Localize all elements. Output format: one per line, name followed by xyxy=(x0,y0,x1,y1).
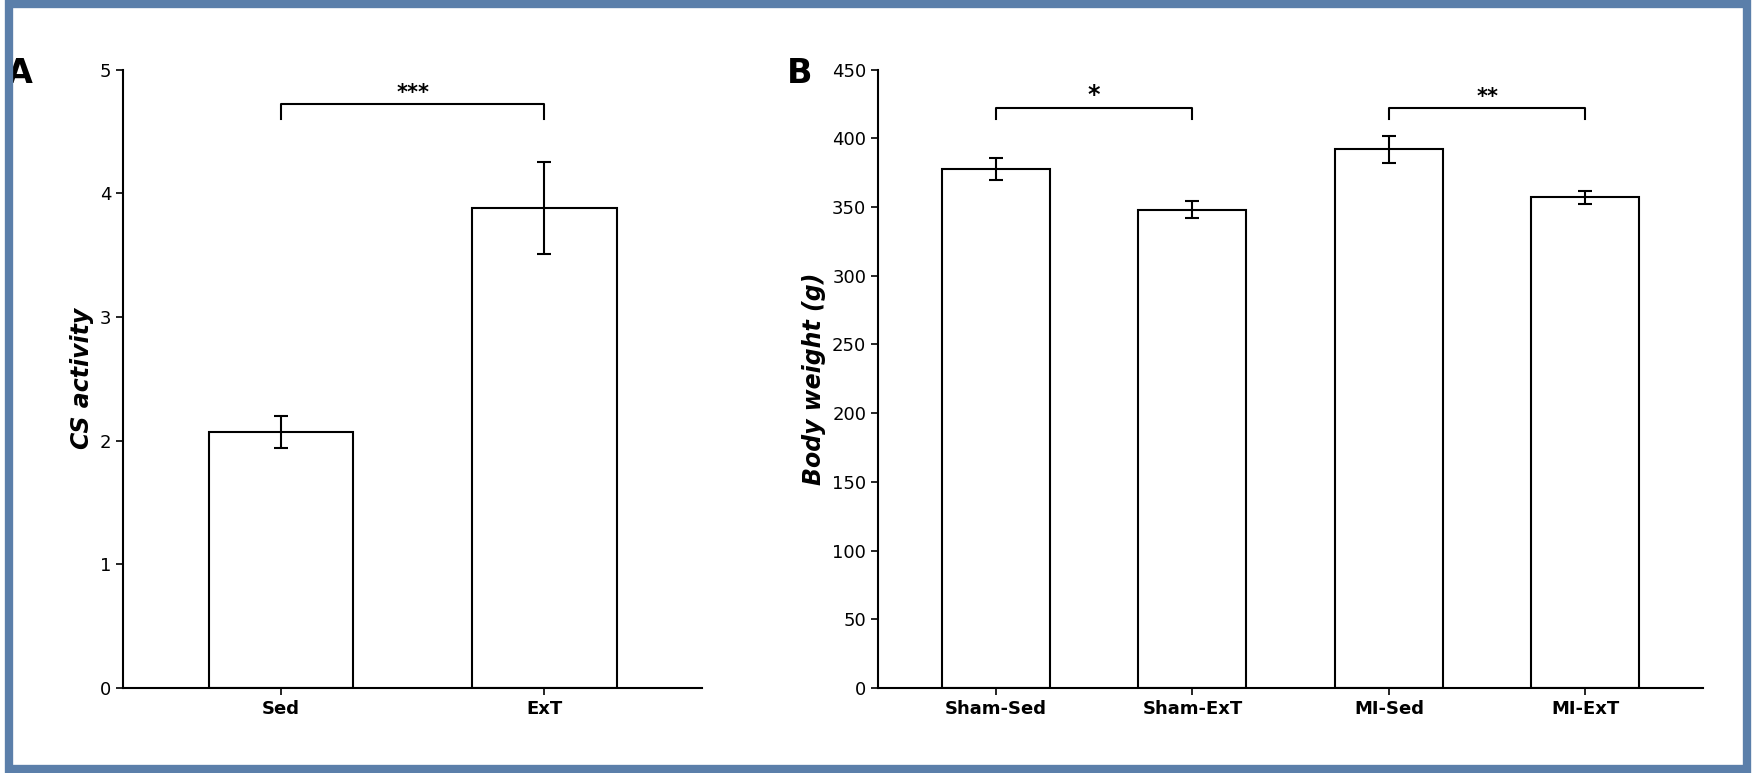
Text: ***: *** xyxy=(397,83,428,103)
Text: **: ** xyxy=(1476,87,1497,107)
Bar xyxy=(1530,197,1639,688)
Bar xyxy=(1137,209,1246,688)
Text: B: B xyxy=(786,57,813,90)
Y-axis label: CS activity: CS activity xyxy=(70,308,95,449)
Bar xyxy=(1334,149,1443,688)
Bar xyxy=(209,432,353,688)
Bar xyxy=(472,208,616,688)
Bar xyxy=(941,169,1049,688)
Y-axis label: Body weight (g): Body weight (g) xyxy=(802,273,827,485)
Text: *: * xyxy=(1088,83,1100,107)
Text: A: A xyxy=(7,57,33,90)
